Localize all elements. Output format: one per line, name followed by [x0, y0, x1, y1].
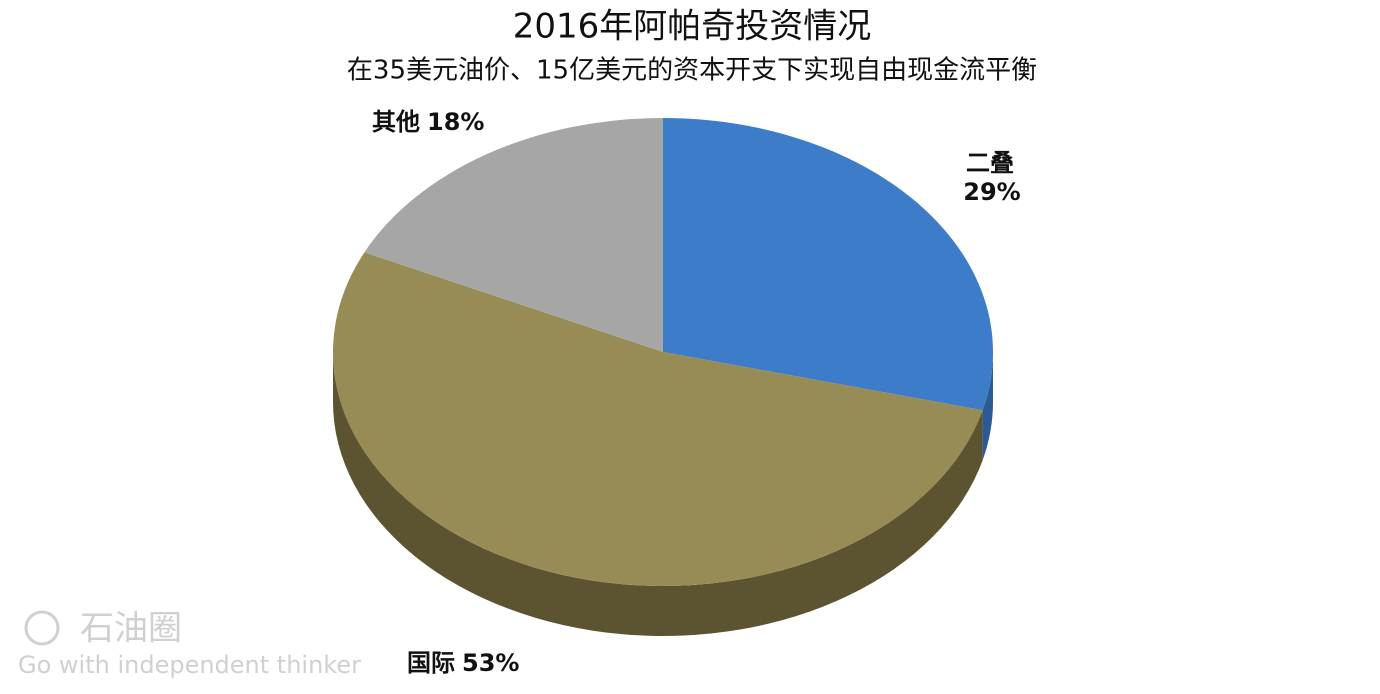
slice: [364, 118, 663, 352]
pie: [333, 118, 993, 636]
slice-side: [982, 352, 993, 461]
watermark-name: 石油圈: [80, 609, 182, 649]
watermark-slogan: Go with independent thinker: [18, 651, 361, 679]
watermark-icon: [24, 610, 60, 646]
slice-value-label: 53%: [462, 649, 519, 677]
slice-value-label: 18%: [427, 108, 484, 136]
slice-category: 国际: [407, 649, 455, 677]
slice-category: 其他: [372, 108, 420, 136]
chart-title: 2016年阿帕奇投资情况: [513, 7, 872, 47]
slice-value-label: 29%: [963, 178, 1020, 206]
slice: [663, 118, 993, 411]
slice: [333, 252, 983, 586]
slice-category: 二叠: [966, 149, 1014, 177]
chart-subtitle: 在35美元油价、15亿美元的资本开支下实现自由现金流平衡: [347, 56, 1037, 86]
slice-side: [333, 352, 983, 636]
